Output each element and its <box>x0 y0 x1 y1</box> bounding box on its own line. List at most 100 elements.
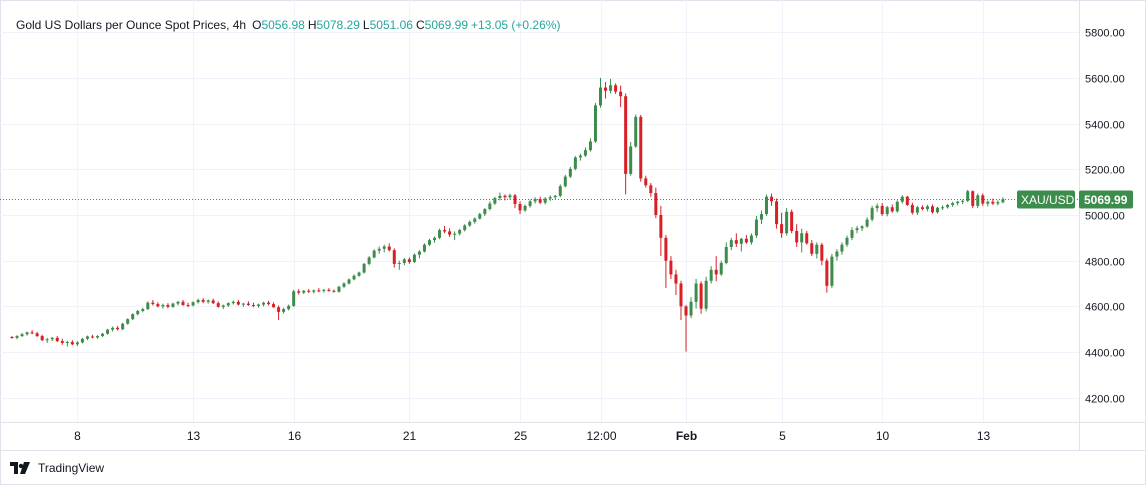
candle[interactable] <box>412 253 416 263</box>
candle[interactable] <box>136 310 140 316</box>
candle[interactable] <box>558 184 562 198</box>
candle[interactable] <box>256 303 260 308</box>
candle[interactable] <box>604 82 608 99</box>
candle[interactable] <box>770 193 774 206</box>
candle[interactable] <box>402 257 406 266</box>
candle[interactable] <box>724 242 728 265</box>
candle[interactable] <box>765 194 768 216</box>
candle[interactable] <box>714 256 718 282</box>
candle[interactable] <box>422 243 426 253</box>
candle[interactable] <box>302 289 306 295</box>
candle[interactable] <box>352 274 356 281</box>
candle[interactable] <box>785 208 789 236</box>
candle[interactable] <box>50 336 54 342</box>
candle[interactable] <box>322 289 326 293</box>
candle[interactable] <box>966 189 970 203</box>
candle[interactable] <box>790 209 794 234</box>
candle[interactable] <box>729 237 733 251</box>
candle[interactable] <box>201 298 205 304</box>
candle[interactable] <box>780 212 784 238</box>
candle[interactable] <box>367 256 371 266</box>
candle[interactable] <box>991 198 995 205</box>
candle[interactable] <box>865 217 869 228</box>
candle[interactable] <box>599 77 603 108</box>
candle[interactable] <box>221 304 225 310</box>
candle[interactable] <box>483 208 487 216</box>
candle[interactable] <box>880 203 884 216</box>
candle[interactable] <box>262 301 265 307</box>
candle[interactable] <box>10 336 14 339</box>
candle[interactable] <box>191 301 195 307</box>
candle[interactable] <box>211 298 215 305</box>
candle[interactable] <box>593 103 597 143</box>
candle[interactable] <box>493 196 497 205</box>
candle[interactable] <box>392 248 396 268</box>
candle[interactable] <box>905 195 909 206</box>
candle[interactable] <box>186 302 190 308</box>
candle[interactable] <box>196 298 200 304</box>
candle[interactable] <box>850 227 854 241</box>
candle[interactable] <box>65 340 69 347</box>
candle[interactable] <box>659 205 663 257</box>
candle[interactable] <box>815 242 819 259</box>
candle[interactable] <box>689 297 693 319</box>
candle[interactable] <box>357 271 361 277</box>
candle[interactable] <box>956 200 960 206</box>
candle[interactable] <box>739 237 743 252</box>
candle[interactable] <box>246 301 250 306</box>
candle[interactable] <box>96 335 100 339</box>
candle[interactable] <box>488 201 492 211</box>
candle[interactable] <box>759 210 763 225</box>
candle[interactable] <box>443 225 447 234</box>
candle[interactable] <box>121 322 125 331</box>
candle[interactable] <box>156 302 160 308</box>
candle[interactable] <box>895 200 899 213</box>
candle[interactable] <box>70 340 74 346</box>
candle[interactable] <box>478 212 482 220</box>
candle[interactable] <box>267 300 271 306</box>
candle[interactable] <box>679 280 683 321</box>
candle[interactable] <box>347 278 351 285</box>
candle[interactable] <box>312 289 316 294</box>
candle[interactable] <box>498 192 502 201</box>
candle[interactable] <box>417 250 421 259</box>
candle[interactable] <box>25 331 29 336</box>
candle[interactable] <box>20 332 24 337</box>
candle[interactable] <box>362 262 366 274</box>
candle[interactable] <box>85 335 89 341</box>
candle[interactable] <box>438 228 442 240</box>
candle[interactable] <box>609 78 613 94</box>
candle[interactable] <box>870 205 874 222</box>
candle[interactable] <box>976 193 980 209</box>
candle[interactable] <box>161 303 165 309</box>
candle[interactable] <box>900 195 904 204</box>
candle[interactable] <box>704 276 708 312</box>
candle[interactable] <box>920 205 924 211</box>
candle[interactable] <box>709 266 713 284</box>
candle[interactable] <box>528 199 532 208</box>
candle[interactable] <box>272 302 276 308</box>
candle[interactable] <box>40 334 44 342</box>
candle[interactable] <box>543 197 547 205</box>
candle[interactable] <box>151 299 155 306</box>
candle[interactable] <box>553 194 557 200</box>
candle[interactable] <box>573 156 577 171</box>
candle[interactable] <box>397 260 401 270</box>
candle[interactable] <box>694 278 698 309</box>
candle[interactable] <box>35 331 39 337</box>
candle[interactable] <box>578 153 582 161</box>
candle[interactable] <box>236 299 240 306</box>
candle[interactable] <box>941 205 945 210</box>
candle[interactable] <box>448 228 452 237</box>
candle[interactable] <box>971 190 975 209</box>
candle[interactable] <box>80 337 84 344</box>
candle[interactable] <box>563 174 567 188</box>
candle[interactable] <box>860 225 864 231</box>
candle[interactable] <box>463 224 467 232</box>
candle[interactable] <box>795 224 799 247</box>
candle[interactable] <box>805 230 809 245</box>
candle[interactable] <box>890 204 894 213</box>
candle[interactable] <box>216 301 220 308</box>
tradingview-brand[interactable]: TradingView <box>10 459 104 477</box>
candle[interactable] <box>820 242 824 266</box>
